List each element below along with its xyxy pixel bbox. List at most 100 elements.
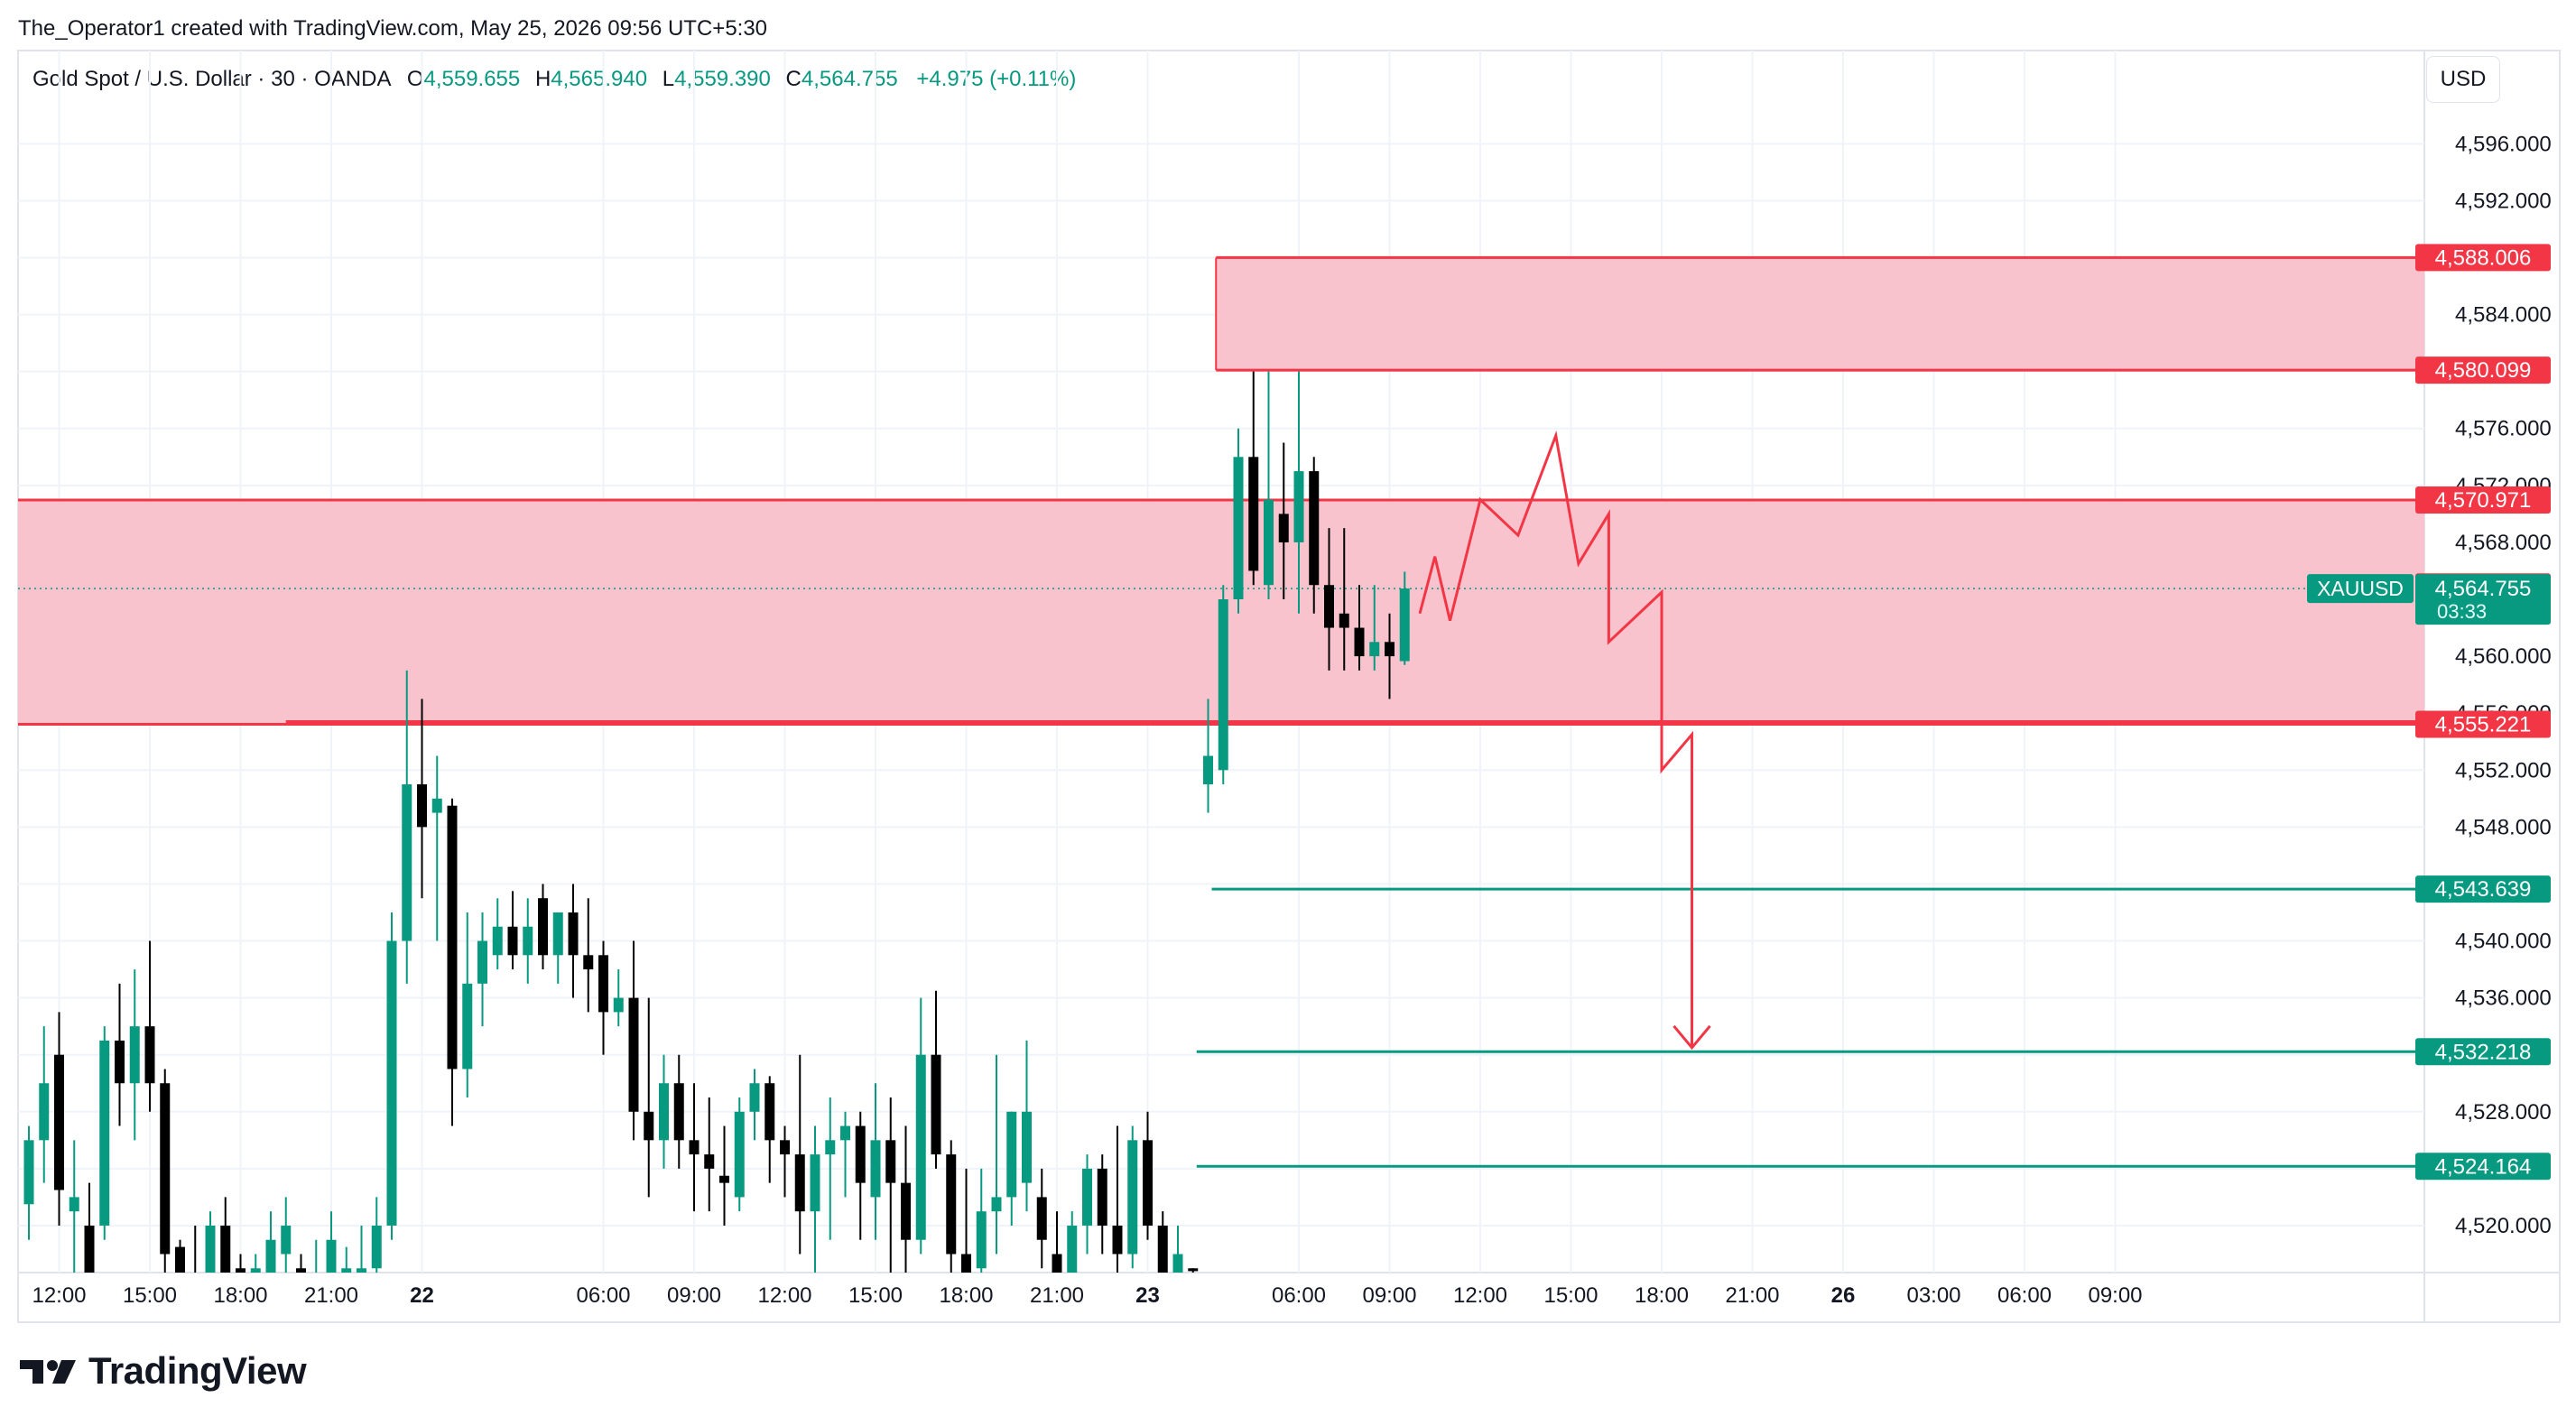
- candle-body: [386, 940, 397, 1226]
- candle: [568, 884, 579, 998]
- candle-body: [1385, 642, 1395, 657]
- candle-body: [855, 1125, 866, 1183]
- candle: [326, 1211, 337, 1273]
- candle-body: [523, 926, 533, 956]
- candle: [1188, 1268, 1199, 1273]
- candle: [1112, 1125, 1123, 1273]
- candle-body: [23, 1140, 34, 1205]
- candle-body: [1278, 514, 1289, 542]
- candle: [598, 940, 608, 1055]
- candle-body: [1006, 1111, 1017, 1198]
- symbol-tag-bg: [2307, 574, 2414, 604]
- candle: [1385, 613, 1395, 699]
- candle-body: [1097, 1168, 1107, 1226]
- candle: [946, 1140, 957, 1273]
- target-price-label-bg: [2415, 1038, 2551, 1066]
- candle: [175, 1239, 185, 1273]
- candle-body: [961, 1254, 971, 1273]
- candle-body: [1052, 1254, 1062, 1273]
- candle: [190, 1225, 200, 1311]
- candle: [477, 912, 487, 1027]
- candle-body: [840, 1125, 850, 1141]
- candle-body: [39, 1083, 50, 1141]
- candle: [764, 1076, 775, 1183]
- candle: [23, 1125, 34, 1240]
- candle-body: [160, 1083, 171, 1255]
- candle: [628, 940, 639, 1141]
- open-value: 4,559.655: [423, 67, 521, 91]
- candle: [1278, 442, 1289, 600]
- candle: [357, 1225, 366, 1273]
- candle: [931, 990, 941, 1169]
- candle-body: [190, 1290, 200, 1311]
- time-tick-label: 21:00: [304, 1283, 358, 1308]
- candle: [1127, 1125, 1138, 1269]
- current-price-text: 4,564.755: [2435, 577, 2532, 601]
- candle-body: [552, 912, 563, 956]
- target-price-label-text: 4,524.164: [2435, 1154, 2532, 1179]
- candle: [296, 1254, 306, 1273]
- candle-body: [205, 1225, 216, 1273]
- time-tick-label: 26: [1831, 1283, 1856, 1308]
- brand-name: TradingView: [88, 1349, 307, 1392]
- candle: [1293, 371, 1304, 614]
- candle-body: [357, 1268, 366, 1273]
- candle-body: [431, 798, 442, 813]
- candle-body: [794, 1154, 805, 1212]
- candle: [99, 1026, 110, 1240]
- candle: [507, 891, 518, 970]
- candle-body: [613, 997, 624, 1013]
- candle-body: [447, 805, 458, 1070]
- candle-body: [371, 1225, 382, 1269]
- candle: [780, 1125, 790, 1198]
- candle: [129, 969, 140, 1141]
- zone-bottom-label: 4,555.221: [2415, 710, 2551, 738]
- time-tick-label: 09:00: [2088, 1283, 2142, 1308]
- price-tick-label: 4,528.000: [2455, 1100, 2552, 1125]
- candle-body: [1293, 471, 1304, 542]
- candle-body: [462, 983, 473, 1070]
- price-tick-label: 4,548.000: [2455, 815, 2552, 839]
- target-price-label: 4,543.639: [2415, 875, 2551, 903]
- candle-body: [1203, 755, 1213, 785]
- candle: [1248, 371, 1259, 586]
- low-value: 4,559.390: [674, 67, 771, 91]
- candle: [1067, 1211, 1078, 1273]
- candle: [1233, 428, 1244, 614]
- time-tick-label: 03:00: [1906, 1283, 1960, 1308]
- candle-body: [719, 1175, 729, 1183]
- candle: [1172, 1225, 1183, 1273]
- candle-body: [326, 1239, 337, 1273]
- candle-body: [764, 1083, 775, 1141]
- zone-top-label: 4,588.006: [2415, 244, 2551, 272]
- zone-bottom-label-text: 4,555.221: [2435, 712, 2532, 736]
- candle-body: [1143, 1140, 1153, 1226]
- candle: [462, 912, 473, 1098]
- candle: [719, 1125, 729, 1226]
- candle: [402, 670, 412, 984]
- candle: [1369, 585, 1380, 671]
- candle-body: [492, 926, 503, 956]
- zone-top-label-bg: [2415, 486, 2551, 514]
- candle: [431, 755, 442, 941]
- price-change: +4.975 (+0.11%): [916, 67, 1077, 91]
- candle: [1399, 571, 1410, 665]
- candle-body: [885, 1140, 896, 1183]
- candle: [901, 1125, 911, 1273]
- high-value: 4,565.940: [551, 67, 648, 91]
- candle-body: [1248, 457, 1259, 571]
- currency-button[interactable]: USD: [2426, 56, 2500, 103]
- candle-body: [976, 1211, 987, 1269]
- candle-body: [1127, 1140, 1138, 1255]
- candle: [552, 912, 563, 984]
- candle: [1097, 1154, 1107, 1255]
- projection-arrow-head: [1673, 1024, 1711, 1051]
- candle: [115, 983, 125, 1126]
- price-tick-label: 4,536.000: [2455, 986, 2552, 1011]
- price-tick-label: 4,568.000: [2455, 531, 2552, 555]
- zone-bottom-label-text: 4,580.099: [2435, 358, 2532, 383]
- candle: [976, 1168, 987, 1273]
- candle-body: [417, 784, 427, 828]
